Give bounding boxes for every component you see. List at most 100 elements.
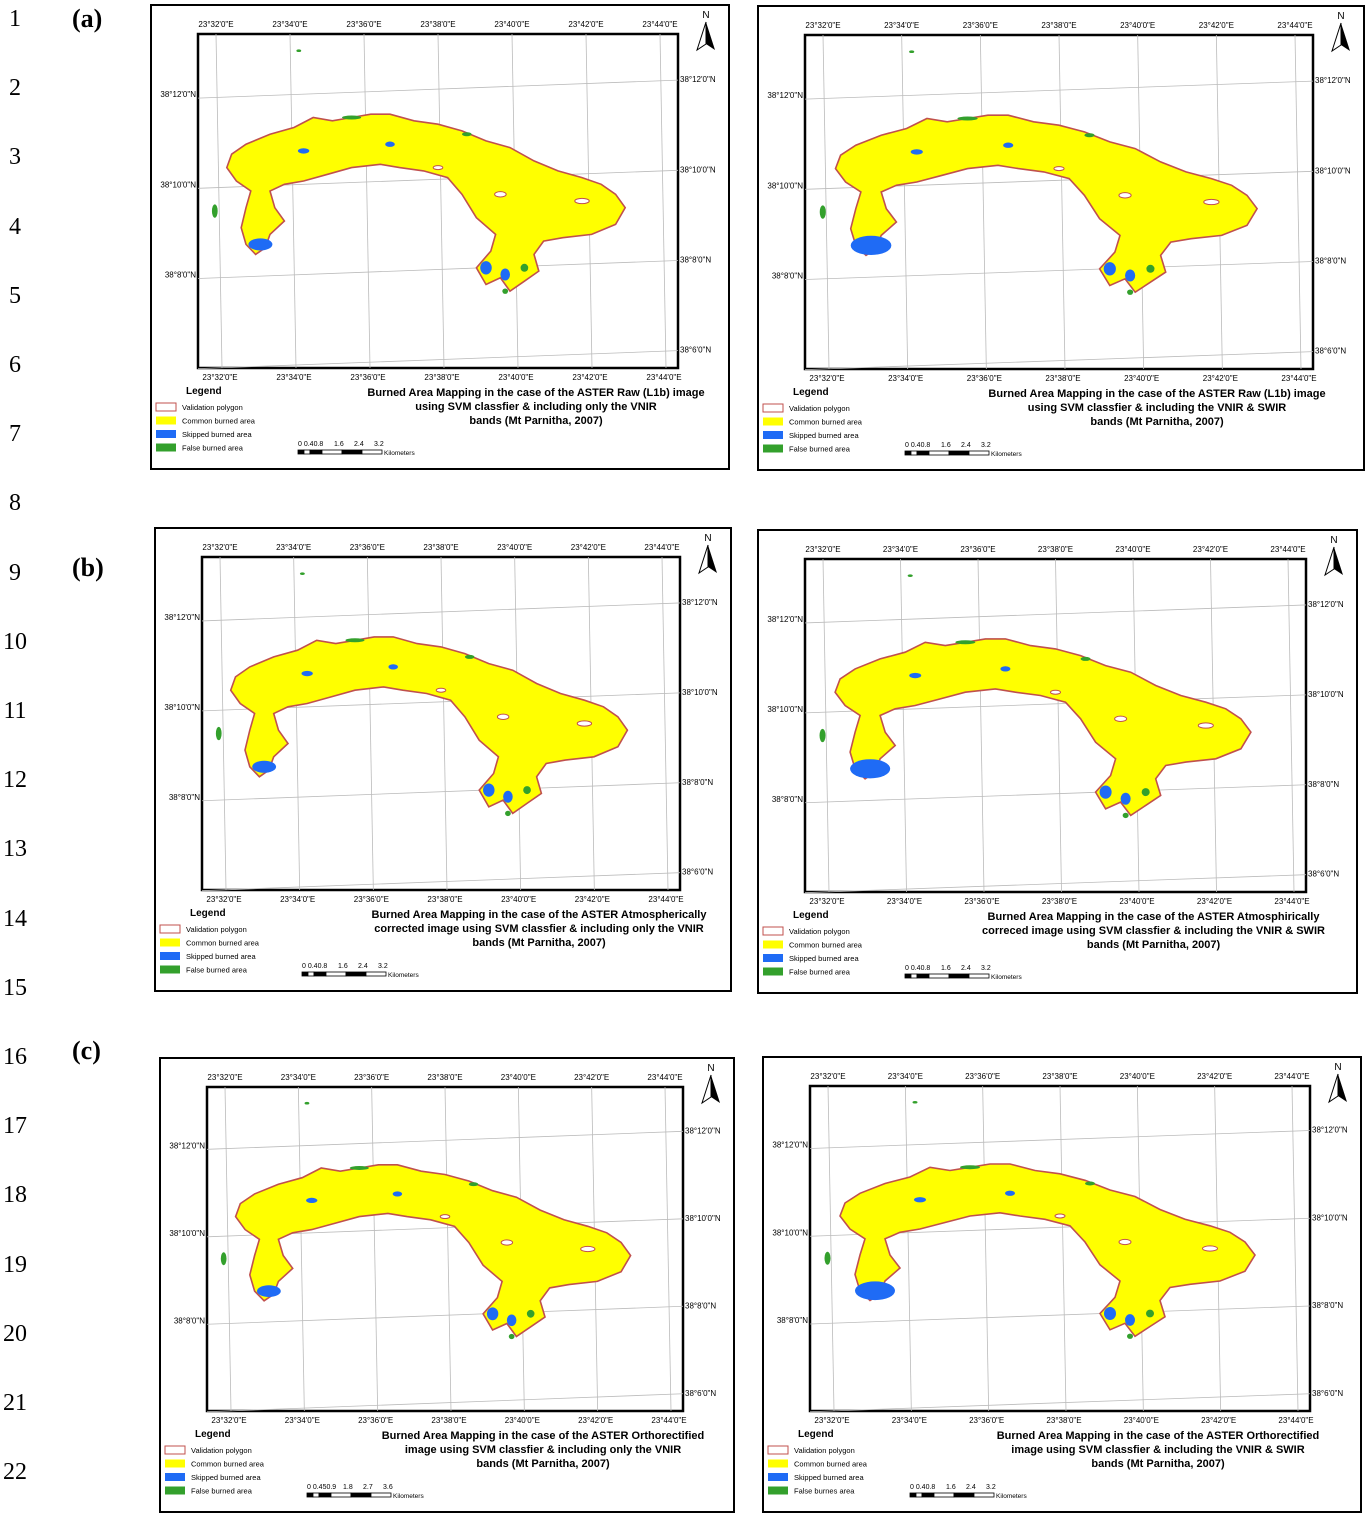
right-latitude-label: 38°8'0"N — [680, 255, 711, 264]
top-longitude-label: 23°44'0"E — [1270, 545, 1305, 554]
caption-line: Burned Area Mapping in the case of the A… — [367, 387, 705, 399]
graticule-meridian — [659, 33, 667, 369]
false-burned-area — [349, 1166, 369, 1170]
bottom-longitude-label: 23°40'0"E — [1124, 1416, 1159, 1425]
bottom-longitude-label: 23°38'0"E — [431, 1416, 466, 1425]
scale-bar-units: Kilometers — [991, 451, 1022, 458]
graticule-meridian — [371, 1086, 379, 1412]
unburned-hole — [580, 1245, 596, 1253]
legend-item-label: Skipped burned area — [182, 430, 252, 439]
skipped-burned-area — [483, 783, 495, 797]
graticule-parallel — [206, 1130, 684, 1150]
false-burned-area — [824, 1251, 831, 1265]
graticule-meridian — [1058, 34, 1066, 370]
legend-item-label: Skipped burned area — [191, 1473, 261, 1482]
map-svg: 23°32'0"E 23°34'0"E 23°36'0"E 23°38'0"E 23°4… — [164, 1063, 721, 1500]
false-burned-area — [468, 1182, 479, 1187]
scale-bar-segment — [928, 973, 950, 979]
scale-bar-units: Kilometers — [991, 974, 1022, 981]
scale-bar-tick: 0 0.40.8 — [905, 442, 930, 449]
caption-line: corrected image using SVM classfier & in… — [374, 923, 704, 935]
skipped-burned-area — [1125, 269, 1136, 282]
graticule-meridian — [363, 33, 371, 369]
graticule-parallel — [804, 351, 1314, 371]
false-burned-area — [1122, 812, 1129, 819]
top-longitude-label: 23°38'0"E — [1041, 21, 1076, 30]
top-longitude-label: 23°44'0"E — [1274, 1072, 1309, 1081]
legend-item-label: False burnes area — [794, 1487, 855, 1496]
scale-bar-segment — [325, 971, 347, 977]
caption-line: Burned Area Mapping in the case of the A… — [371, 909, 707, 921]
false-burned-area — [1141, 788, 1150, 797]
legend-item-label: Skipped burned area — [794, 1473, 864, 1482]
false-burned-area — [1085, 1181, 1095, 1186]
top-longitude-label: 23°32'0"E — [198, 20, 233, 29]
skipped-burned-area — [306, 1197, 318, 1203]
top-longitude-label: 23°32'0"E — [202, 543, 237, 552]
bottom-longitude-label: 23°44'0"E — [1274, 897, 1309, 906]
unburned-hole — [1202, 1245, 1218, 1252]
legend-title: Legend — [793, 387, 829, 398]
map-svg: 23°32'0"E 23°34'0"E 23°36'0"E 23°38'0"E 23°4… — [762, 11, 1351, 458]
north-arrow-icon — [1338, 1074, 1347, 1102]
false-burned-area — [819, 205, 826, 219]
common-burned-area — [225, 113, 627, 293]
legend-title: Legend — [798, 1429, 834, 1440]
legend-item-label: Common burned area — [789, 941, 863, 950]
top-longitude-label: 23°44'0"E — [642, 20, 677, 29]
left-latitude-label: 38°12'0"N — [160, 90, 196, 99]
legend-item-label: Common burned area — [789, 418, 863, 427]
legend-item-label: Validation polygon — [191, 1446, 252, 1455]
bottom-longitude-label: 23°36'0"E — [964, 897, 999, 906]
scale-bar-segment — [953, 1492, 975, 1498]
line-number: 9 — [9, 559, 21, 586]
right-latitude-label: 38°10'0"N — [1312, 1213, 1348, 1222]
map-panel: 23°32'0"E 23°34'0"E 23°36'0"E 23°38'0"E 23°4… — [757, 5, 1365, 471]
legend-swatch — [165, 1473, 185, 1481]
bottom-longitude-label: 23°34'0"E — [887, 897, 922, 906]
legend-item-label: False burned area — [789, 445, 851, 454]
line-number: 12 — [3, 767, 27, 794]
unburned-hole — [500, 1239, 514, 1246]
top-longitude-label: 23°34'0"E — [272, 20, 307, 29]
north-label: N — [1337, 11, 1344, 22]
scale-bar-segment — [968, 973, 990, 979]
scale-bar-tick: 3.6 — [383, 1484, 393, 1491]
unburned-hole — [1203, 198, 1220, 206]
common-burned-area — [839, 1163, 1256, 1338]
caption-line: image using SVM classfier & including th… — [1011, 1444, 1305, 1456]
right-latitude-label: 38°10'0"N — [685, 1214, 721, 1223]
north-arrow-icon — [701, 1074, 712, 1105]
bottom-longitude-label: 23°36'0"E — [967, 374, 1002, 383]
graticule-parallel — [206, 1305, 684, 1325]
north-label: N — [707, 1063, 714, 1074]
top-longitude-label: 23°38'0"E — [427, 1073, 462, 1082]
north-label: N — [1330, 535, 1337, 546]
legend-swatch — [762, 926, 784, 936]
scale-bar-units: Kilometers — [388, 972, 419, 979]
right-latitude-label: 38°12'0"N — [1308, 600, 1344, 609]
bottom-longitude-label: 23°38'0"E — [1046, 1416, 1081, 1425]
scale-bar-tick: 3.2 — [981, 442, 991, 449]
unburned-hole — [576, 720, 593, 727]
legend-swatch — [763, 417, 783, 426]
caption-line: bands (Mt Parnitha, 2007) — [1086, 939, 1221, 951]
scale-bar-segment — [948, 450, 970, 456]
false-burned-area — [1080, 656, 1091, 661]
top-longitude-label: 23°40'0"E — [1120, 21, 1155, 30]
skipped-burned-area — [1005, 1190, 1015, 1196]
right-latitude-label: 38°10'0"N — [680, 165, 716, 174]
top-longitude-label: 23°44'0"E — [644, 543, 679, 552]
line-number: 4 — [9, 213, 21, 240]
legend-swatch — [768, 1459, 788, 1468]
false-burned-area — [1146, 264, 1155, 273]
bottom-longitude-label: 23°42'0"E — [1197, 897, 1232, 906]
right-latitude-label: 38°8'0"N — [1312, 1301, 1343, 1310]
scale-bar-segment — [301, 971, 309, 977]
map-caption: Burned Area Mapping in the case of the A… — [352, 386, 720, 428]
right-latitude-label: 38°8'0"N — [1308, 780, 1339, 789]
legend-swatch — [763, 444, 783, 453]
line-number: 3 — [9, 144, 21, 171]
graticule-meridian — [1287, 558, 1295, 893]
top-longitude-label: 23°34'0"E — [883, 545, 918, 554]
